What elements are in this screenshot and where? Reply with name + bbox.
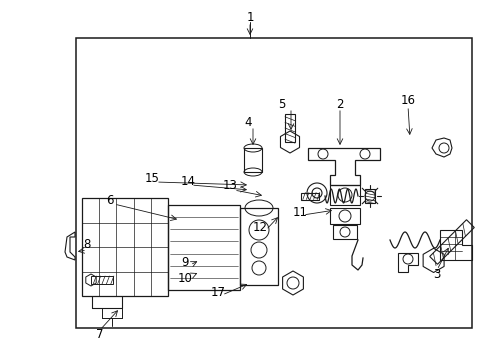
Bar <box>244 148 262 172</box>
Bar <box>329 185 359 205</box>
Bar <box>329 208 359 224</box>
Text: 3: 3 <box>432 267 440 280</box>
Text: 14: 14 <box>180 175 195 188</box>
Text: 9: 9 <box>181 256 188 269</box>
Text: 16: 16 <box>400 94 415 107</box>
Bar <box>82 198 168 296</box>
Bar <box>168 205 240 290</box>
Text: 11: 11 <box>292 206 307 219</box>
Text: 4: 4 <box>244 116 251 129</box>
Text: 15: 15 <box>144 171 159 185</box>
Text: 17: 17 <box>210 285 225 298</box>
Text: 12: 12 <box>252 220 267 234</box>
Text: 1: 1 <box>246 10 253 23</box>
Bar <box>76 38 471 328</box>
Text: 5: 5 <box>278 98 285 111</box>
Text: 10: 10 <box>177 271 192 284</box>
Bar <box>332 225 356 239</box>
Text: 6: 6 <box>106 194 114 207</box>
Text: 7: 7 <box>96 328 103 341</box>
Bar <box>240 208 278 285</box>
Text: 8: 8 <box>83 238 90 251</box>
Text: 2: 2 <box>336 98 343 111</box>
Text: 13: 13 <box>222 179 237 192</box>
